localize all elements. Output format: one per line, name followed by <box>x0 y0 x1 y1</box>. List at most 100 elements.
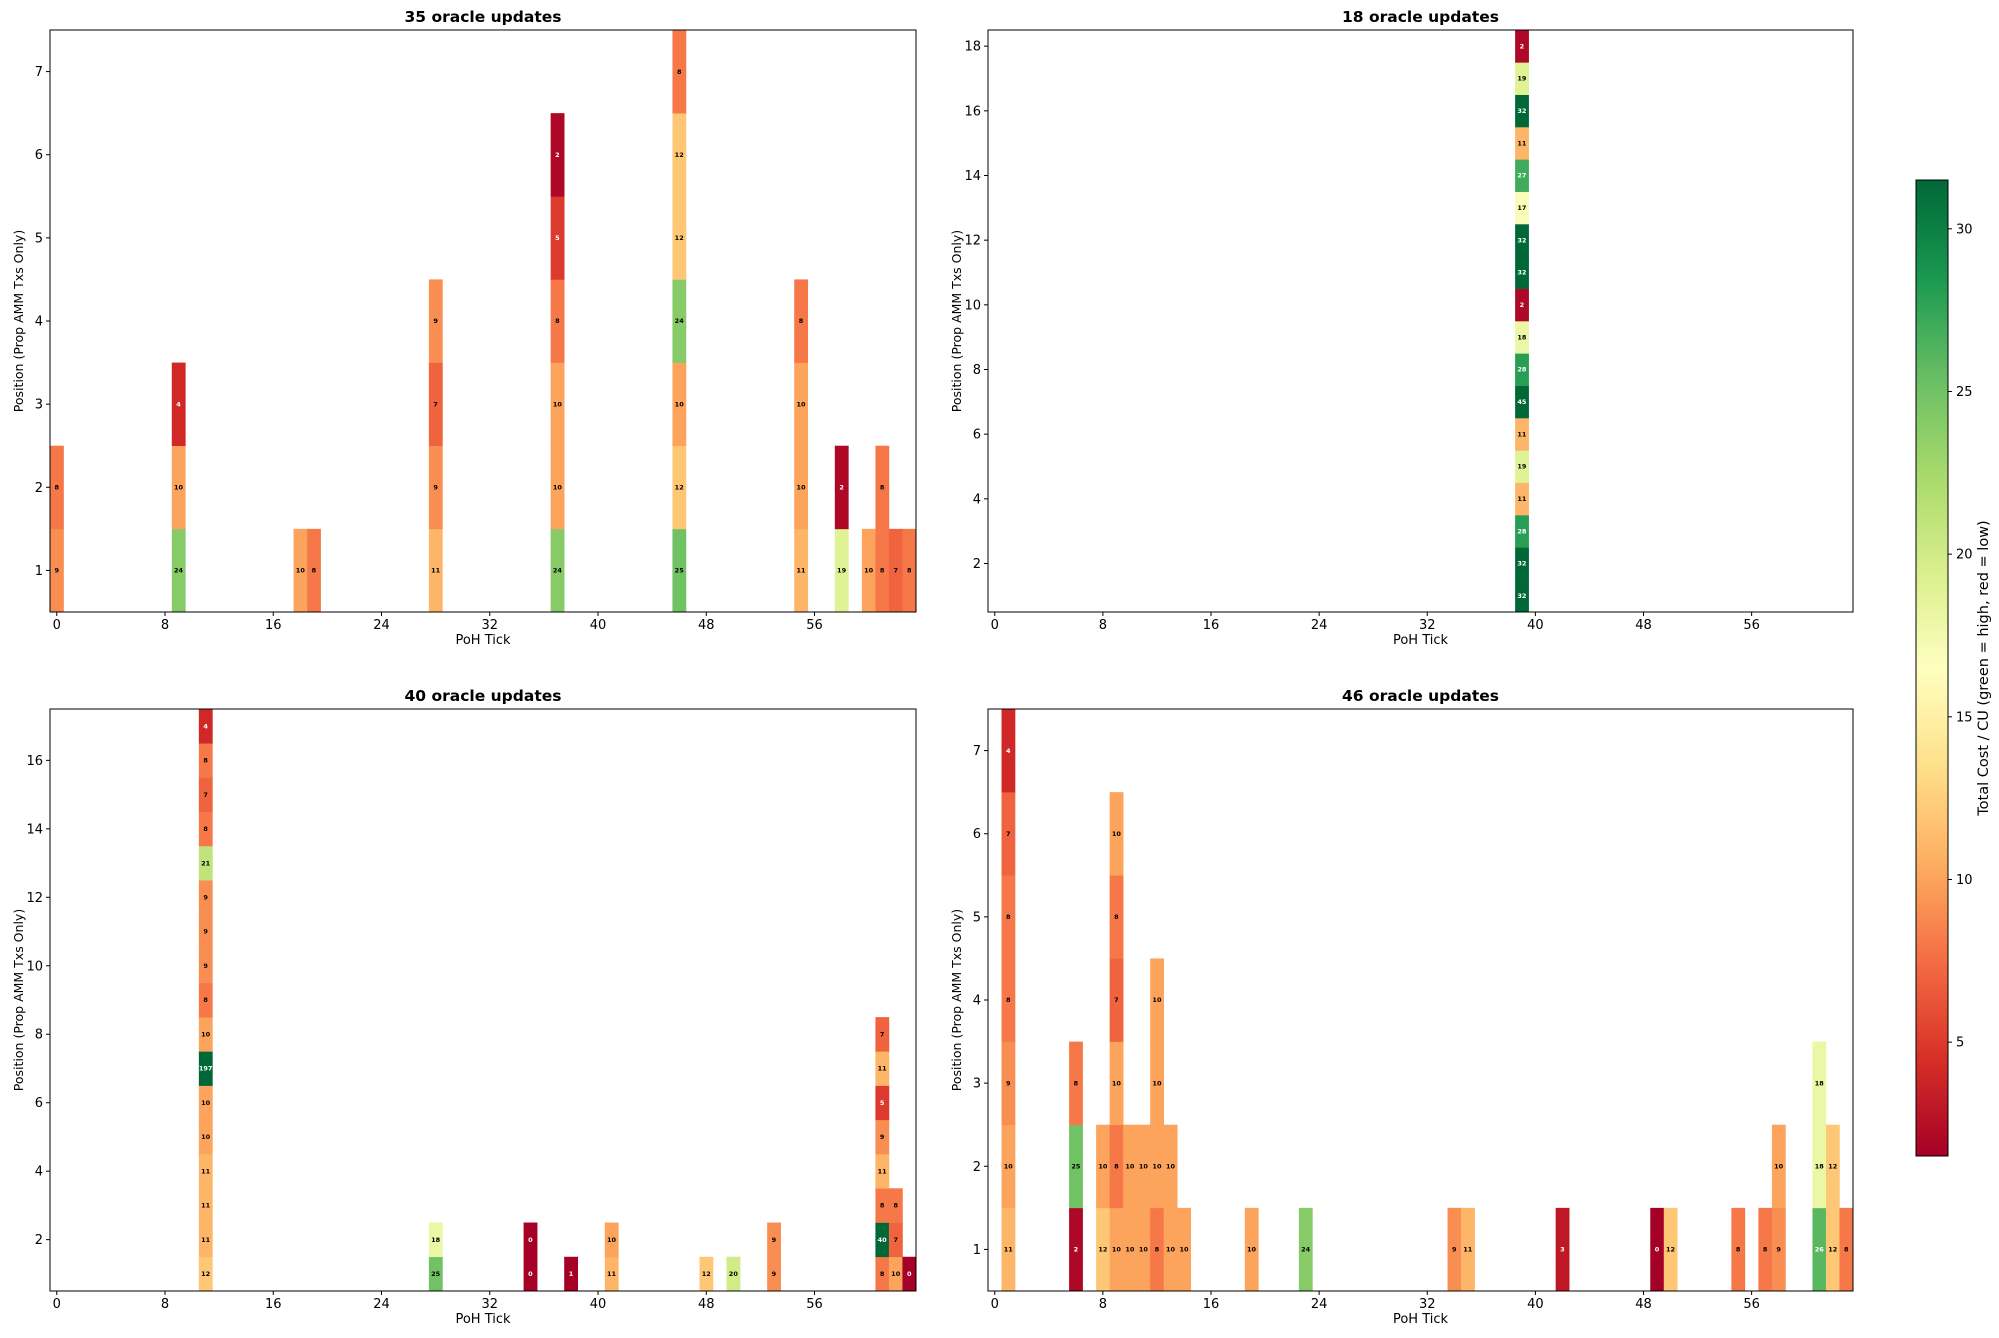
cell-label: 10 <box>796 400 806 408</box>
cell-label: 11 <box>201 1202 211 1210</box>
cell-label: 0 <box>907 1270 912 1278</box>
cell-label: 8 <box>1114 1162 1119 1170</box>
heatmap-cell <box>50 528 64 613</box>
cell-label: 9 <box>433 483 438 491</box>
cell-label: 10 <box>1004 1162 1014 1170</box>
heatmap-cell <box>1001 709 1016 793</box>
cell-label: 10 <box>1112 1079 1122 1087</box>
cell-label: 2 <box>1074 1246 1079 1254</box>
y-tick-label: 4 <box>35 1165 43 1180</box>
heatmap-cell <box>1123 1207 1137 1292</box>
x-tick-label: 16 <box>265 1297 282 1312</box>
cell-label: 10 <box>1152 996 1162 1004</box>
y-axis-label: Position (Prop AMM Txs Only) <box>11 909 26 1091</box>
x-tick-label: 16 <box>1203 618 1220 633</box>
heatmap-cell <box>1001 958 1016 1042</box>
x-tick-label: 40 <box>1527 618 1544 633</box>
cell-label: 10 <box>296 567 306 575</box>
heatmap-cell <box>1109 958 1124 1042</box>
cell-label: 8 <box>893 1202 898 1210</box>
heatmap-cell <box>1812 1207 1827 1292</box>
heatmap-cell <box>875 1154 890 1189</box>
heatmap-cell <box>198 1085 213 1121</box>
heatmap-cell <box>672 113 687 197</box>
heatmap-cell <box>767 1256 781 1292</box>
cell-label: 8 <box>312 567 317 575</box>
heatmap-cell <box>1812 1124 1827 1209</box>
axes-frame <box>987 29 1854 613</box>
heatmap-cell <box>604 1256 619 1292</box>
cell-label: 17 <box>1517 204 1526 212</box>
heatmap-cell <box>1177 1207 1192 1292</box>
heatmap-cell <box>550 196 565 280</box>
heatmap-cell <box>1825 1207 1840 1292</box>
heatmap-cell <box>875 1222 890 1258</box>
cell-label: 8 <box>203 757 208 765</box>
cell-label: 5 <box>880 1099 885 1107</box>
cell-label: 10 <box>1139 1246 1149 1254</box>
cell-label: 32 <box>1517 560 1526 568</box>
heatmap-cell <box>1515 30 1529 63</box>
cell-label: 2 <box>1520 42 1525 50</box>
cell-label: 10 <box>607 1236 617 1244</box>
colorbar-tick-label: 30 <box>1956 222 1973 237</box>
subplot-title: 46 oracle updates <box>1342 687 1499 705</box>
x-axis-label: PoH Tick <box>455 1312 511 1327</box>
heatmap-cell <box>1515 418 1529 451</box>
heatmap-cell <box>428 1222 443 1258</box>
y-tick-label: 12 <box>26 891 43 906</box>
heatmap-cell <box>1461 1207 1475 1292</box>
cell-label: 9 <box>1006 1079 1011 1087</box>
x-tick-label: 0 <box>53 618 61 633</box>
cell-label: 11 <box>1517 495 1527 503</box>
cell-label: 2 <box>555 151 560 159</box>
cell-label: 19 <box>1517 75 1527 83</box>
heatmap-cell <box>198 1222 213 1258</box>
x-tick-label: 56 <box>806 618 823 633</box>
cell-label: 8 <box>1114 913 1119 921</box>
cell-label: 24 <box>553 567 563 575</box>
cell-label: 12 <box>201 1270 210 1278</box>
cell-label: 4 <box>1006 747 1011 755</box>
heatmap-cell <box>428 445 443 530</box>
cell-label: 10 <box>796 483 806 491</box>
heatmap-cell <box>1163 1207 1178 1292</box>
cell-label: 10 <box>1125 1246 1135 1254</box>
cell-label: 11 <box>431 567 441 575</box>
x-tick-label: 40 <box>590 1297 607 1312</box>
heatmap-cell <box>171 445 186 530</box>
cell-label: 28 <box>1517 527 1527 535</box>
heatmap-cell <box>672 445 687 530</box>
heatmap-cell <box>1001 1124 1016 1209</box>
x-tick-label: 48 <box>698 618 715 633</box>
colorbar-tick-label: 25 <box>1956 385 1973 400</box>
heatmap-cell <box>523 1256 538 1292</box>
heatmap-cell <box>550 279 565 363</box>
y-tick-label: 6 <box>973 428 981 443</box>
heatmap-cell <box>726 1256 741 1292</box>
y-tick-label: 7 <box>973 744 981 759</box>
heatmap-cell <box>1150 1124 1165 1209</box>
cell-label: 7 <box>893 1236 898 1244</box>
x-tick-label: 0 <box>53 1297 61 1312</box>
cell-label: 20 <box>729 1270 739 1278</box>
heatmap-cell <box>767 1222 781 1258</box>
heatmap-cell <box>1109 792 1124 876</box>
heatmap-cell <box>293 528 308 613</box>
heatmap-cell <box>1109 1041 1124 1126</box>
cell-label: 26 <box>1815 1246 1825 1254</box>
heatmap-cell <box>198 811 213 847</box>
x-tick-label: 8 <box>1099 1297 1107 1312</box>
cell-label: 7 <box>203 791 208 799</box>
heatmap-cell <box>1136 1207 1151 1292</box>
heatmap-cell <box>672 196 687 280</box>
x-tick-label: 32 <box>481 1297 498 1312</box>
y-tick-label: 5 <box>35 231 43 246</box>
cell-label: 11 <box>1517 139 1527 147</box>
heatmap-cell <box>198 845 213 881</box>
cell-label: 19 <box>837 567 847 575</box>
x-tick-label: 48 <box>698 1297 715 1312</box>
cell-label: 197 <box>199 1065 213 1073</box>
